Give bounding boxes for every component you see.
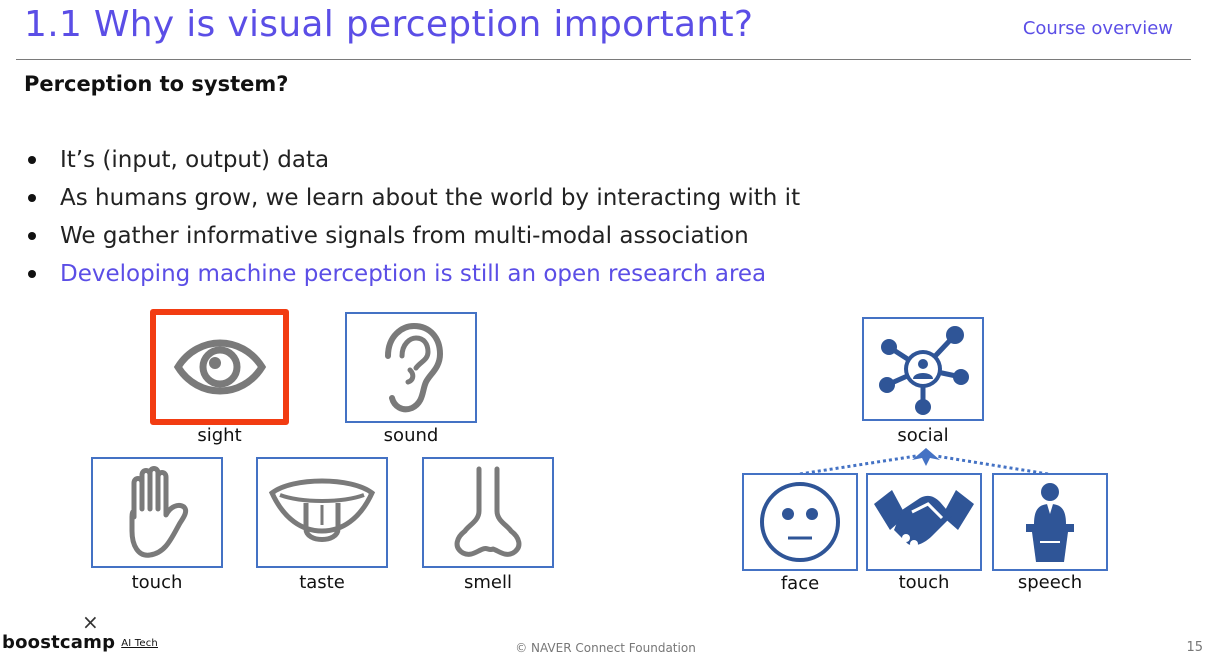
bullet-item-highlight: Developing machine perception is still a… <box>24 255 800 293</box>
sound-label: sound <box>383 425 439 446</box>
eye-icon <box>173 339 266 395</box>
sound-box <box>345 312 477 423</box>
logo-subtext: AI Tech <box>121 638 158 649</box>
bullet-item: It’s (input, output) data <box>24 141 800 179</box>
sight-label: sight <box>197 425 242 446</box>
speaker-podium-icon <box>1026 483 1074 562</box>
logo-text: boostcamp <box>2 632 116 653</box>
close-mark-icon: × <box>82 610 99 634</box>
social-label: social <box>897 425 949 446</box>
tongue-icon <box>268 478 376 542</box>
touch-box <box>91 457 223 568</box>
section-tag: Course overview <box>1022 18 1173 39</box>
speech-label: speech <box>1017 572 1083 593</box>
slide-title: 1.1 Why is visual perception important? <box>24 4 754 45</box>
bullet-list: It’s (input, output) data As humans grow… <box>24 141 800 293</box>
ear-icon <box>385 322 444 412</box>
face-label: face <box>780 573 820 594</box>
page-number: 15 <box>1186 640 1203 655</box>
touch-label: touch <box>131 572 183 593</box>
handshake-box <box>866 473 982 571</box>
association-arrows <box>799 448 1049 476</box>
smell-label: smell <box>464 572 512 593</box>
taste-box <box>256 457 388 568</box>
hand-icon <box>129 465 189 558</box>
smell-box <box>422 457 554 568</box>
face-box <box>742 473 858 571</box>
bullet-item: As humans grow, we learn about the world… <box>24 179 800 217</box>
boostcamp-logo: boostcamp AI Tech <box>2 632 158 653</box>
network-icon <box>879 326 969 415</box>
nose-icon <box>454 466 522 557</box>
bullet-item: We gather informative signals from multi… <box>24 217 800 255</box>
title-divider <box>16 59 1191 60</box>
neutral-face-icon <box>760 482 840 562</box>
touch-social-label: touch <box>898 572 950 593</box>
taste-label: taste <box>299 572 345 593</box>
copyright-notice: © NAVER Connect Foundation <box>515 641 696 655</box>
speech-box <box>992 473 1108 571</box>
social-box <box>862 317 984 421</box>
slide-subtitle: Perception to system? <box>24 72 289 96</box>
sight-box <box>150 309 289 425</box>
handshake-icon <box>874 490 974 548</box>
